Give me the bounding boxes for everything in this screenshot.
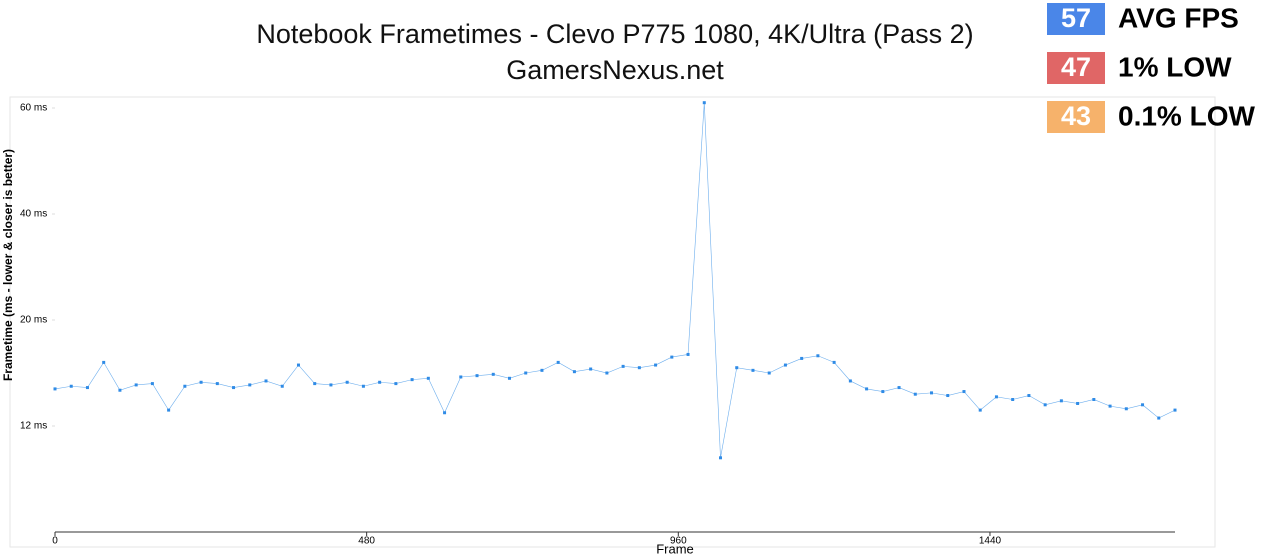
- point: [589, 367, 593, 371]
- x-tick-label: 480: [358, 536, 375, 547]
- point: [556, 360, 560, 364]
- point: [134, 383, 138, 387]
- point: [345, 380, 349, 384]
- point: [329, 383, 333, 387]
- point: [426, 376, 430, 380]
- stat-label: 0.1% LOW: [1118, 100, 1255, 131]
- point: [637, 366, 641, 370]
- point: [686, 352, 690, 356]
- point: [865, 387, 869, 391]
- point: [232, 386, 236, 390]
- series-line: [54, 102, 1176, 458]
- point: [800, 356, 804, 360]
- y-tick-label: 40 ms: [20, 209, 47, 220]
- point: [654, 363, 658, 367]
- x-axis-label: Frame: [656, 541, 694, 556]
- y-tick-label: 20 ms: [20, 315, 47, 326]
- point: [751, 368, 755, 372]
- point: [1011, 398, 1015, 401]
- point: [475, 374, 479, 378]
- point: [670, 355, 674, 359]
- point: [118, 388, 122, 392]
- point: [540, 368, 544, 372]
- point: [167, 408, 171, 412]
- point: [215, 382, 219, 386]
- point: [930, 391, 934, 395]
- y-tick-label: 60 ms: [20, 103, 47, 114]
- point: [832, 360, 836, 364]
- stat-box: [1047, 101, 1105, 133]
- point: [150, 382, 154, 386]
- x-tick-label: 1440: [979, 536, 1002, 547]
- chart-title: Notebook Frametimes - Clevo P775 1080, 4…: [256, 19, 973, 49]
- point: [394, 382, 398, 386]
- point: [1027, 394, 1031, 398]
- y-axis-label: Frametime (ms - lower & closer is better…: [1, 149, 15, 381]
- point: [783, 363, 787, 367]
- stat-value: 57: [1061, 3, 1091, 33]
- point: [1157, 416, 1161, 420]
- point: [897, 386, 901, 390]
- point: [410, 378, 414, 382]
- point: [1059, 399, 1063, 403]
- point: [881, 390, 885, 394]
- point: [605, 371, 609, 375]
- point: [735, 366, 739, 370]
- point: [719, 456, 723, 460]
- stat-label: AVG FPS: [1118, 2, 1239, 33]
- point: [1124, 407, 1128, 411]
- stat-box: [1047, 3, 1105, 35]
- point: [702, 101, 706, 105]
- stat-label: 1% LOW: [1118, 51, 1232, 82]
- point: [816, 354, 820, 358]
- point: [280, 384, 284, 388]
- point: [361, 384, 365, 388]
- point: [459, 375, 463, 379]
- point: [1141, 403, 1145, 407]
- stat-value: 43: [1061, 101, 1091, 131]
- point: [102, 360, 106, 364]
- point: [491, 372, 495, 376]
- point: [848, 379, 852, 383]
- point: [962, 390, 966, 394]
- point: [913, 392, 917, 396]
- point: [1108, 404, 1112, 408]
- point: [248, 383, 252, 387]
- point: [524, 371, 528, 375]
- point: [69, 384, 73, 388]
- plot-frame: [9, 96, 1216, 548]
- chart-subtitle: GamersNexus.net: [506, 55, 724, 85]
- point: [313, 382, 317, 386]
- point: [378, 380, 382, 384]
- point: [85, 386, 89, 390]
- point: [767, 371, 771, 375]
- point: [296, 363, 300, 367]
- point: [946, 394, 950, 398]
- point: [507, 376, 511, 380]
- point: [199, 380, 203, 384]
- point: [183, 384, 187, 388]
- point: [1092, 398, 1096, 401]
- point: [264, 379, 268, 383]
- point: [53, 387, 57, 391]
- y-tick-label: 12 ms: [20, 421, 47, 432]
- point: [994, 395, 998, 399]
- point: [1076, 401, 1080, 405]
- point: [621, 364, 625, 368]
- stat-box: [1047, 52, 1105, 84]
- point: [572, 370, 576, 374]
- x-tick-label: 960: [670, 536, 687, 547]
- stat-value: 47: [1061, 52, 1091, 82]
- point: [1173, 408, 1177, 412]
- point: [978, 408, 982, 412]
- point: [443, 411, 447, 415]
- x-tick-label: 0: [52, 536, 58, 547]
- point: [1043, 403, 1047, 407]
